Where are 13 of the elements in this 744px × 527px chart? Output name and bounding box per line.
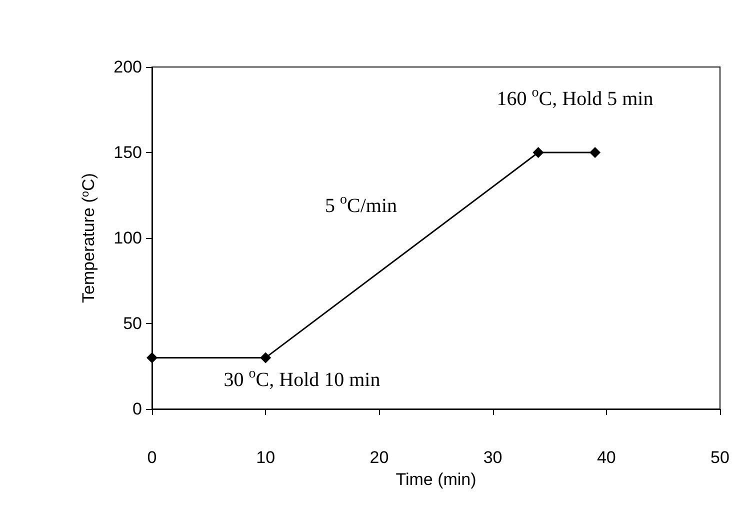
x-tick-label: 10 [256, 448, 276, 467]
x-tick-label: 0 [147, 448, 157, 467]
y-tick-label: 200 [114, 58, 142, 76]
y-tick-label: 0 [132, 400, 142, 418]
y-tick-label: 50 [123, 314, 142, 333]
x-tick-label: 20 [370, 448, 389, 467]
y-axis-title: Temperature (oC) [79, 173, 98, 303]
y-tick-label: 150 [114, 143, 142, 162]
y-tick-label: 100 [114, 228, 142, 248]
x-tick-label: 40 [596, 448, 616, 467]
x-axis-title: Time (min) [396, 470, 476, 489]
x-tick-label: 50 [710, 448, 730, 467]
x-tick-label: 30 [483, 448, 502, 467]
